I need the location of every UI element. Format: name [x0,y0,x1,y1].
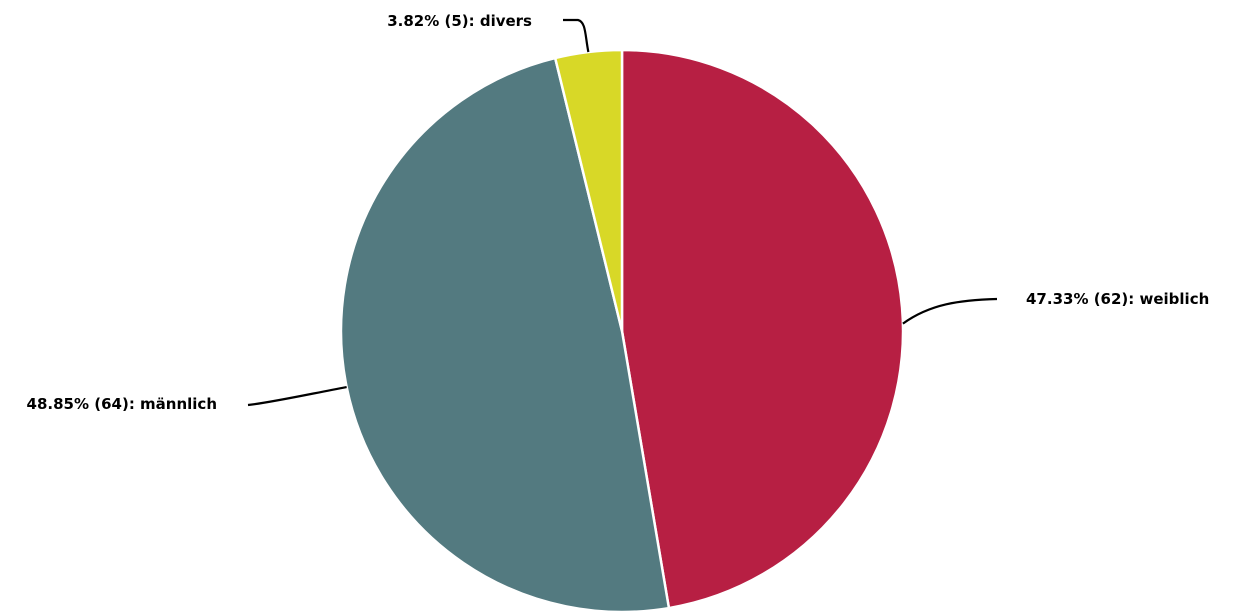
slice-label-divers: 3.82% (5): divers [387,12,532,30]
slice-labels-layer: 47.33% (62): weiblich 48.85% (64): männli… [27,12,1210,413]
pie-slice-divers [553,48,624,332]
leader-lines-layer [247,18,998,407]
leader-line-weiblich [902,297,998,325]
pie-slice-männlich [339,56,671,611]
slice-label-männlich: 48.85% (64): männlich [27,395,217,413]
leader-line-divers [563,18,590,53]
slice-label-weiblich: 47.33% (62): weiblich [1026,290,1209,308]
leader-line-männlich [247,385,347,407]
pie-slice-weiblich [620,48,905,610]
slices-layer [339,48,905,611]
